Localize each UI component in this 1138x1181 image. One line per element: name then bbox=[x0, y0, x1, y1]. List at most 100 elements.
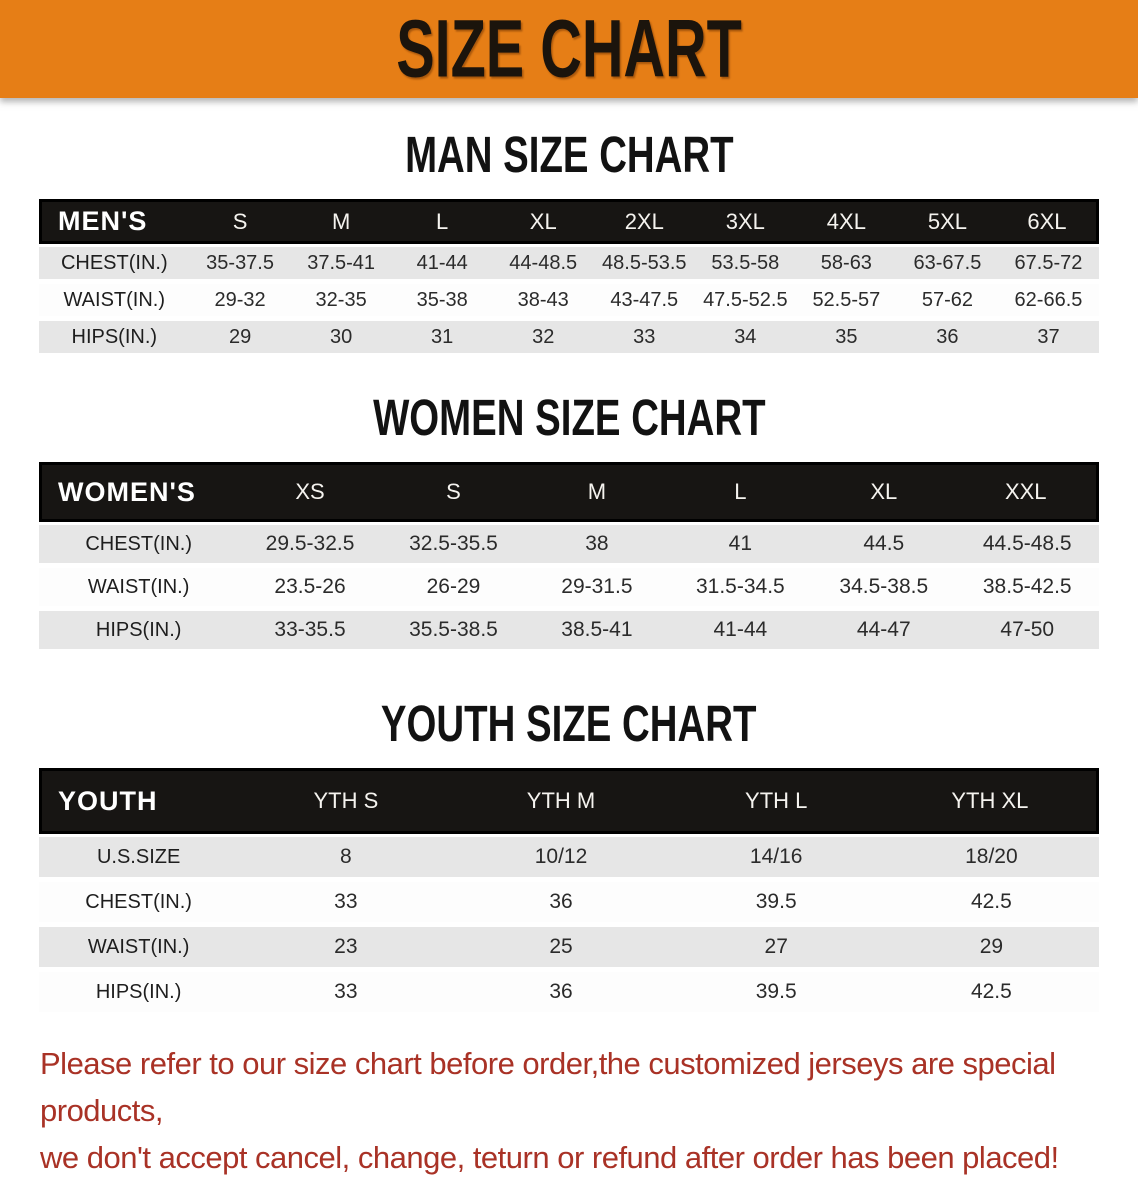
column-header: 3XL bbox=[694, 199, 796, 244]
table-cell: 34.5-38.5 bbox=[812, 565, 956, 608]
table-cell: 10/12 bbox=[453, 834, 669, 879]
table-cell: 35-38 bbox=[391, 281, 493, 318]
table-cell: 29-32 bbox=[189, 281, 291, 318]
column-header: 4XL bbox=[795, 199, 897, 244]
column-header: L bbox=[668, 462, 813, 522]
row-label: U.S.SIZE bbox=[39, 834, 239, 879]
row-label: HIPS(IN.) bbox=[39, 318, 190, 355]
table-cell: 48.5-53.5 bbox=[593, 244, 695, 281]
column-header: YTH M bbox=[453, 768, 669, 834]
table-cell: 33 bbox=[593, 318, 695, 355]
table-row: HIPS(IN.) 33 36 39.5 42.5 bbox=[39, 969, 1099, 1014]
column-header: L bbox=[391, 199, 493, 244]
table-row: CHEST(IN.) 33 36 39.5 42.5 bbox=[39, 879, 1099, 924]
table-cell: 32-35 bbox=[290, 281, 392, 318]
column-header: XL bbox=[492, 199, 594, 244]
table-cell: 26-29 bbox=[381, 565, 526, 608]
table-cell: 35.5-38.5 bbox=[381, 608, 526, 651]
table-header-label: WOMEN'S bbox=[39, 462, 239, 522]
table-cell: 33 bbox=[238, 879, 454, 924]
men-table-header-row: MEN'S S M L XL 2XL 3XL 4XL 5XL 6XL bbox=[39, 199, 1099, 244]
table-row: CHEST(IN.) 35-37.5 37.5-41 41-44 44-48.5 48.5… bbox=[39, 244, 1099, 281]
row-label: CHEST(IN.) bbox=[39, 879, 239, 924]
table-cell: 36 bbox=[453, 879, 669, 924]
table-row: WAIST(IN.) 23 25 27 29 bbox=[39, 924, 1099, 969]
table-cell: 33 bbox=[238, 969, 454, 1014]
table-cell: 29-31.5 bbox=[525, 565, 669, 608]
table-cell: 32 bbox=[492, 318, 594, 355]
table-cell: 18/20 bbox=[883, 834, 1099, 879]
table-cell: 36 bbox=[896, 318, 998, 355]
table-cell: 47.5-52.5 bbox=[694, 281, 796, 318]
column-header: YTH S bbox=[238, 768, 454, 834]
row-label: WAIST(IN.) bbox=[39, 565, 239, 608]
table-cell: 53.5-58 bbox=[694, 244, 796, 281]
table-cell: 42.5 bbox=[883, 969, 1099, 1014]
table-cell: 35-37.5 bbox=[189, 244, 291, 281]
table-cell: 44.5 bbox=[812, 522, 956, 565]
table-cell: 41 bbox=[668, 522, 813, 565]
youth-size-table: YOUTH YTH S YTH M YTH L YTH XL U.S.SIZE 8 10/1… bbox=[39, 768, 1099, 1014]
table-cell: 44.5-48.5 bbox=[955, 522, 1099, 565]
women-table-header-row: WOMEN'S XS S M L XL XXL bbox=[39, 462, 1099, 522]
table-cell: 38-43 bbox=[492, 281, 594, 318]
column-header: YTH L bbox=[668, 768, 884, 834]
table-cell: 67.5-72 bbox=[997, 244, 1099, 281]
men-size-table: MEN'S S M L XL 2XL 3XL 4XL 5XL 6XL CHEST(IN.) 35-3… bbox=[39, 199, 1099, 355]
table-cell: 57-62 bbox=[896, 281, 998, 318]
table-cell: 62-66.5 bbox=[997, 281, 1099, 318]
table-cell: 38.5-41 bbox=[525, 608, 669, 651]
banner-title: SIZE CHART bbox=[396, 3, 742, 94]
table-cell: 31.5-34.5 bbox=[668, 565, 813, 608]
table-cell: 38.5-42.5 bbox=[955, 565, 1099, 608]
size-chart-banner: SIZE CHART bbox=[0, 0, 1138, 98]
table-cell: 29.5-32.5 bbox=[238, 522, 382, 565]
row-label: HIPS(IN.) bbox=[39, 969, 239, 1014]
women-size-table: WOMEN'S XS S M L XL XXL CHEST(IN.) 29.5-32.5 32.… bbox=[39, 462, 1099, 651]
table-cell: 44-48.5 bbox=[492, 244, 594, 281]
table-cell: 52.5-57 bbox=[795, 281, 897, 318]
table-cell: 58-63 bbox=[795, 244, 897, 281]
table-cell: 32.5-35.5 bbox=[381, 522, 526, 565]
column-header: M bbox=[525, 462, 669, 522]
table-cell: 37 bbox=[997, 318, 1099, 355]
table-cell: 44-47 bbox=[812, 608, 956, 651]
disclaimer-line-1: Please refer to our size chart before or… bbox=[40, 1046, 1056, 1128]
table-cell: 38 bbox=[525, 522, 669, 565]
table-cell: 47-50 bbox=[955, 608, 1099, 651]
row-label: CHEST(IN.) bbox=[39, 522, 239, 565]
youth-size-chart-title: YOUTH SIZE CHART bbox=[381, 696, 757, 753]
women-size-chart-title: WOMEN SIZE CHART bbox=[372, 390, 766, 447]
table-cell: 41-44 bbox=[391, 244, 493, 281]
column-header: 6XL bbox=[997, 199, 1099, 244]
row-label: HIPS(IN.) bbox=[39, 608, 239, 651]
table-row: WAIST(IN.) 29-32 32-35 35-38 38-43 43-47.5 47.… bbox=[39, 281, 1099, 318]
table-cell: 39.5 bbox=[668, 879, 884, 924]
table-row: CHEST(IN.) 29.5-32.5 32.5-35.5 38 41 44.5 44.5… bbox=[39, 522, 1099, 565]
table-header-label: MEN'S bbox=[39, 199, 190, 244]
table-cell: 23.5-26 bbox=[238, 565, 382, 608]
man-size-chart-title: MAN SIZE CHART bbox=[404, 127, 734, 184]
table-cell: 63-67.5 bbox=[896, 244, 998, 281]
table-cell: 36 bbox=[453, 969, 669, 1014]
table-cell: 33-35.5 bbox=[238, 608, 382, 651]
table-cell: 35 bbox=[795, 318, 897, 355]
table-row: HIPS(IN.) 33-35.5 35.5-38.5 38.5-41 41-44 44-… bbox=[39, 608, 1099, 651]
row-label: WAIST(IN.) bbox=[39, 281, 190, 318]
table-cell: 34 bbox=[694, 318, 796, 355]
table-cell: 43-47.5 bbox=[593, 281, 695, 318]
disclaimer-line-2: we don't accept cancel, change, teturn o… bbox=[40, 1140, 1059, 1175]
table-cell: 25 bbox=[453, 924, 669, 969]
table-cell: 8 bbox=[238, 834, 454, 879]
column-header: XL bbox=[812, 462, 956, 522]
row-label: WAIST(IN.) bbox=[39, 924, 239, 969]
column-header: XXL bbox=[955, 462, 1099, 522]
table-row: U.S.SIZE 8 10/12 14/16 18/20 bbox=[39, 834, 1099, 879]
row-label: CHEST(IN.) bbox=[39, 244, 190, 281]
column-header: M bbox=[290, 199, 392, 244]
table-cell: 31 bbox=[391, 318, 493, 355]
column-header: 2XL bbox=[593, 199, 695, 244]
table-header-label: YOUTH bbox=[39, 768, 239, 834]
table-cell: 14/16 bbox=[668, 834, 884, 879]
disclaimer: Please refer to our size chart before or… bbox=[40, 1040, 1118, 1181]
